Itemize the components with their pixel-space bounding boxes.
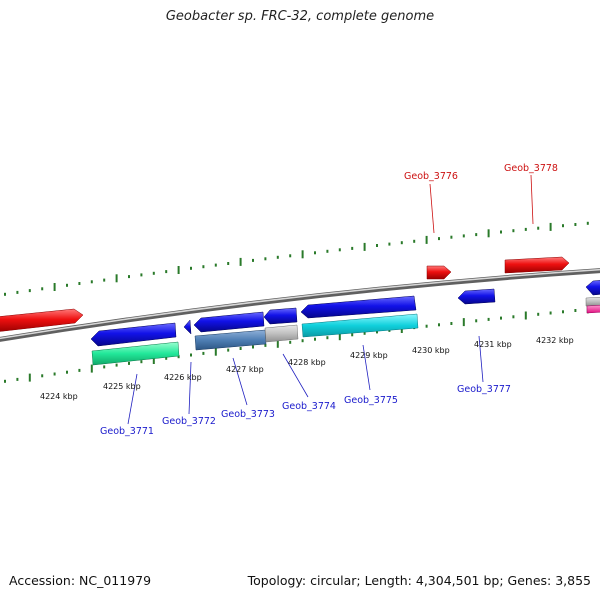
gene-label-geob-3775: Geob_3775 bbox=[344, 395, 398, 406]
topology-text: Topology: circular; Length: 4,304,501 bp… bbox=[247, 573, 591, 588]
accession-text: Accession: NC_011979 bbox=[9, 573, 152, 588]
feature-bar-cyan bbox=[301, 313, 419, 338]
feature-bar-green bbox=[91, 341, 180, 366]
leader-line-geob-3777 bbox=[478, 335, 484, 383]
gene-label-geob-3776: Geob_3776 bbox=[404, 171, 458, 182]
leader-line-geob-3776 bbox=[429, 183, 435, 234]
scale-label-4226: 4226 kbp bbox=[164, 373, 202, 382]
scale-label-4227: 4227 kbp bbox=[226, 365, 264, 374]
gene-label-geob-3777: Geob_3777 bbox=[457, 384, 511, 395]
scale-label-4228: 4228 kbp bbox=[288, 358, 326, 367]
gene-label-geob-3774: Geob_3774 bbox=[282, 401, 336, 412]
feature-bar-grey bbox=[264, 324, 299, 343]
gene-label-geob-3771: Geob_3771 bbox=[100, 426, 154, 437]
gene-label-geob-3778: Geob_3778 bbox=[504, 163, 558, 174]
feature-bar-pink-edge bbox=[586, 304, 600, 314]
leader-line-geob-3774 bbox=[282, 353, 309, 398]
scale-label-4224: 4224 kbp bbox=[40, 392, 78, 401]
gene-arrow-geob-3772 bbox=[183, 319, 192, 335]
gene-label-geob-3772: Geob_3772 bbox=[162, 416, 216, 427]
scale-label-4225: 4225 kbp bbox=[103, 382, 141, 391]
feature-bar-grey-edge bbox=[585, 296, 600, 307]
scale-label-4229: 4229 kbp bbox=[350, 351, 388, 360]
leader-line-geob-3771 bbox=[127, 373, 138, 425]
scale-label-4232: 4232 kbp bbox=[536, 336, 574, 345]
gene-arrow-geob-3771 bbox=[90, 322, 177, 347]
map-title: Geobacter sp. FRC-32, complete genome bbox=[165, 9, 435, 24]
leader-line-geob-3778 bbox=[530, 174, 534, 225]
feature-bar-steel bbox=[194, 329, 267, 351]
gene-arrow-geob-3778 bbox=[504, 256, 570, 274]
scale-label-4230: 4230 kbp bbox=[412, 346, 450, 355]
gene-arrow-geob-3774 bbox=[263, 307, 298, 325]
upper-tick-ring bbox=[4, 221, 589, 296]
leader-line-geob-3773 bbox=[232, 357, 248, 406]
gene-arrow-geob-3776 bbox=[426, 265, 452, 280]
leader-line-geob-3772 bbox=[188, 361, 192, 415]
gene-arrow-geob-3777 bbox=[457, 288, 496, 305]
gene-label-geob-3773: Geob_3773 bbox=[221, 409, 275, 420]
gene-arrow-blue-edge bbox=[585, 280, 600, 296]
leader-line-geob-3775 bbox=[362, 344, 371, 391]
genome-backbone-highlight bbox=[0, 268, 600, 340]
scale-label-4231: 4231 kbp bbox=[474, 340, 512, 349]
gene-arrow-geob-3775 bbox=[300, 295, 417, 319]
genome-backbone bbox=[0, 268, 600, 342]
gene-arrow-geob-3773 bbox=[193, 311, 265, 333]
gene-arrow-red-left bbox=[0, 308, 84, 332]
